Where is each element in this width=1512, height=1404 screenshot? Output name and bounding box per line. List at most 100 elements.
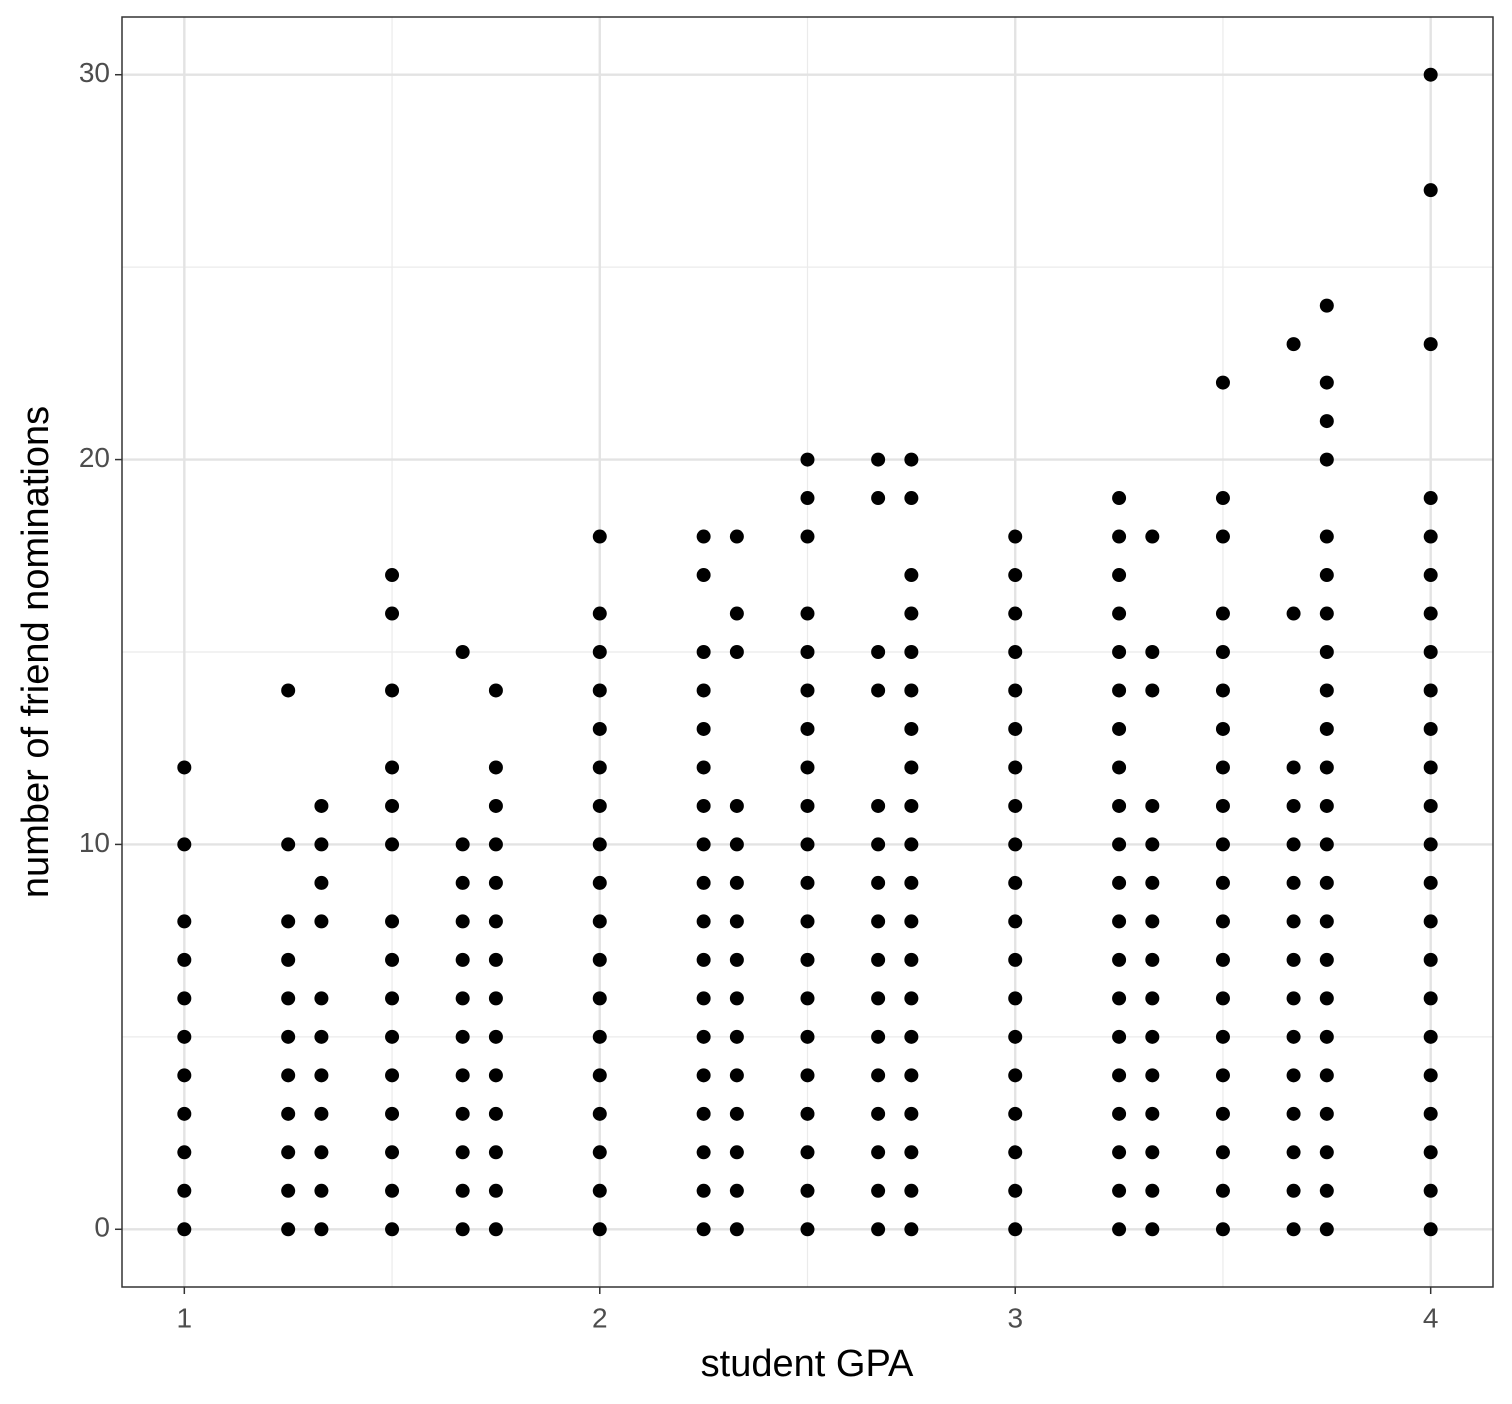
point [871,1106,886,1121]
point [488,1029,503,1044]
point [592,1068,607,1083]
point [1215,721,1230,736]
point [1423,568,1438,583]
point [1286,875,1301,890]
point [871,1068,886,1083]
point [455,1222,470,1237]
point [1145,1106,1160,1121]
point [1215,529,1230,544]
point [314,1068,329,1083]
point [1112,760,1127,775]
point [1145,1068,1160,1083]
points [177,67,1438,1237]
point [455,991,470,1006]
point [904,1029,919,1044]
point [281,1183,296,1198]
point [1145,1183,1160,1198]
y-axis-title: number of friend nominations [15,406,57,898]
point [1215,1029,1230,1044]
point [1423,721,1438,736]
point [1008,914,1023,929]
point [696,760,711,775]
point [592,1183,607,1198]
point [800,1068,815,1083]
point [314,875,329,890]
point [800,1183,815,1198]
point [177,952,192,967]
point [592,875,607,890]
point [488,952,503,967]
point [488,875,503,890]
point [1423,1029,1438,1044]
point [1319,1068,1334,1083]
point [904,760,919,775]
point [455,1145,470,1160]
point [800,721,815,736]
point [904,683,919,698]
point [177,1222,192,1237]
point [729,1068,744,1083]
point [1112,1145,1127,1160]
point [1145,875,1160,890]
point [800,991,815,1006]
point [592,798,607,813]
point [1215,645,1230,659]
point [800,645,815,659]
point [1215,606,1230,621]
point [1423,683,1438,698]
y-tick-label: 30 [79,57,110,88]
point [1112,1106,1127,1121]
point [281,1068,296,1083]
point [281,952,296,967]
point [1286,606,1301,621]
point [729,991,744,1006]
point [1145,1222,1160,1237]
point [1319,760,1334,775]
point [696,1029,711,1044]
point [800,491,815,506]
point [1145,798,1160,813]
point [871,452,886,467]
point [1286,1106,1301,1121]
point [314,1222,329,1237]
point [800,452,815,467]
point [696,1145,711,1160]
point [1145,837,1160,852]
point [1215,1222,1230,1237]
point [1319,375,1334,390]
point [1286,1029,1301,1044]
point [1008,645,1023,659]
point [1286,952,1301,967]
point [1112,529,1127,544]
point [696,1222,711,1237]
point [592,760,607,775]
point [1215,683,1230,698]
point [1319,606,1334,621]
point [314,1106,329,1121]
point [177,760,192,775]
point [1319,1029,1334,1044]
point [455,952,470,967]
point [385,1106,400,1121]
point [1008,875,1023,890]
point [1215,1106,1230,1121]
point [385,914,400,929]
point [1423,606,1438,621]
point [696,1106,711,1121]
point [1286,760,1301,775]
point [488,914,503,929]
point [1112,683,1127,698]
point [1423,1145,1438,1160]
point [1423,337,1438,352]
x-tick-label: 4 [1423,1302,1439,1333]
point [177,1145,192,1160]
point [314,837,329,852]
point [488,1106,503,1121]
point [1112,952,1127,967]
point [1008,568,1023,583]
point [904,1183,919,1198]
point [729,1145,744,1160]
point [488,683,503,698]
point [904,645,919,659]
